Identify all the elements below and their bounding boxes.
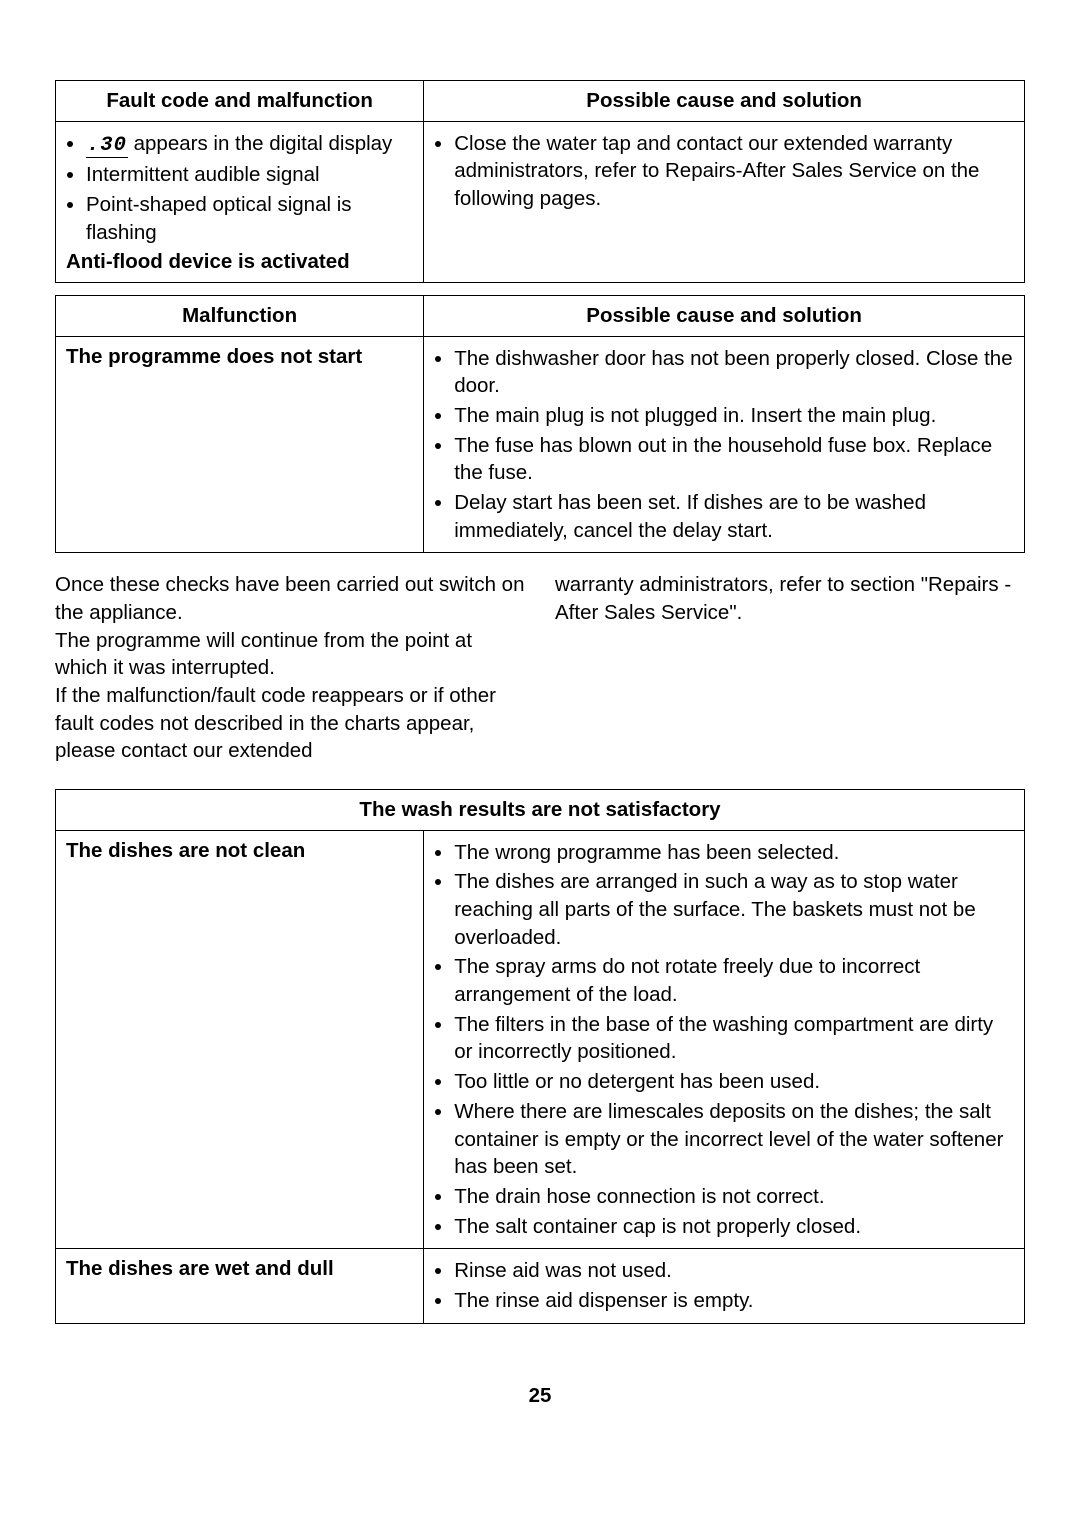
table3-row1-left-bold: The dishes are not clean <box>66 839 305 862</box>
table3-row1-bullet: The filters in the base of the washing c… <box>454 1011 1014 1066</box>
table3-row2-left-bold: The dishes are wet and dull <box>66 1257 334 1280</box>
table3-row1-bullet: Too little or no detergent has been used… <box>454 1068 1014 1096</box>
table2-right-bullet: The dishwasher door has not been properl… <box>454 345 1014 400</box>
table3-row1-bullet: The wrong programme has been selected. <box>454 839 1014 867</box>
table3-row1-bullet: Where there are limescales deposits on t… <box>454 1098 1014 1181</box>
malfunction-table: Malfunction Possible cause and solution … <box>55 295 1025 553</box>
table2-cell-right: The dishwasher door has not been properl… <box>424 336 1025 553</box>
table2-right-bullet: The fuse has blown out in the household … <box>454 432 1014 487</box>
table3-row1-right: The wrong programme has been selected. T… <box>424 830 1025 1248</box>
fault-code-segment: .30 <box>86 134 128 158</box>
mid-paragraph: Once these checks have been carried out … <box>55 571 1025 765</box>
table1-header-left: Fault code and malfunction <box>56 81 424 122</box>
table3-row2-bullet: The rinse aid dispenser is empty. <box>454 1287 1014 1315</box>
paragraph-col2: warranty administrators, refer to sectio… <box>555 571 1025 765</box>
table3-row1-bullet: The spray arms do not rotate freely due … <box>454 953 1014 1008</box>
table2-header-left: Malfunction <box>56 296 424 337</box>
table1-left-bullet-text: appears in the digital display <box>134 132 393 155</box>
table2-header-right: Possible cause and solution <box>424 296 1025 337</box>
table3-row2-right: Rinse aid was not used. The rinse aid di… <box>424 1249 1025 1323</box>
table1-left-bullet: Point-shaped optical signal is flashing <box>86 191 413 246</box>
table3-row2-bullet: Rinse aid was not used. <box>454 1257 1014 1285</box>
table3-row1-bullet: The salt container cap is not properly c… <box>454 1213 1014 1241</box>
table2-left-bold: The programme does not start <box>66 345 362 368</box>
paragraph-col1: Once these checks have been carried out … <box>55 571 525 765</box>
table3-row1-left: The dishes are not clean <box>56 830 424 1248</box>
table2-right-bullet: The main plug is not plugged in. Insert … <box>454 402 1014 430</box>
table1-left-bullet: Intermittent audible signal <box>86 161 413 189</box>
table2-cell-left: The programme does not start <box>56 336 424 553</box>
table3-row1-bullet: The drain hose connection is not correct… <box>454 1183 1014 1211</box>
table2-right-bullet: Delay start has been set. If dishes are … <box>454 489 1014 544</box>
table3-row2-left: The dishes are wet and dull <box>56 1249 424 1323</box>
page-number: 25 <box>55 1384 1025 1408</box>
table1-header-right: Possible cause and solution <box>424 81 1025 122</box>
table1-left-bold: Anti-flood device is activated <box>66 248 413 276</box>
table1-cell-right: Close the water tap and contact our exte… <box>424 121 1025 282</box>
wash-results-table: The wash results are not satisfactory Th… <box>55 789 1025 1323</box>
table1-cell-left: .30 appears in the digital display Inter… <box>56 121 424 282</box>
fault-code-table: Fault code and malfunction Possible caus… <box>55 80 1025 283</box>
table1-right-bullet: Close the water tap and contact our exte… <box>454 130 1014 213</box>
table3-row1-bullet: The dishes are arranged in such a way as… <box>454 868 1014 951</box>
table3-header-full: The wash results are not satisfactory <box>56 790 1025 831</box>
table1-left-bullet: .30 appears in the digital display <box>86 130 413 160</box>
